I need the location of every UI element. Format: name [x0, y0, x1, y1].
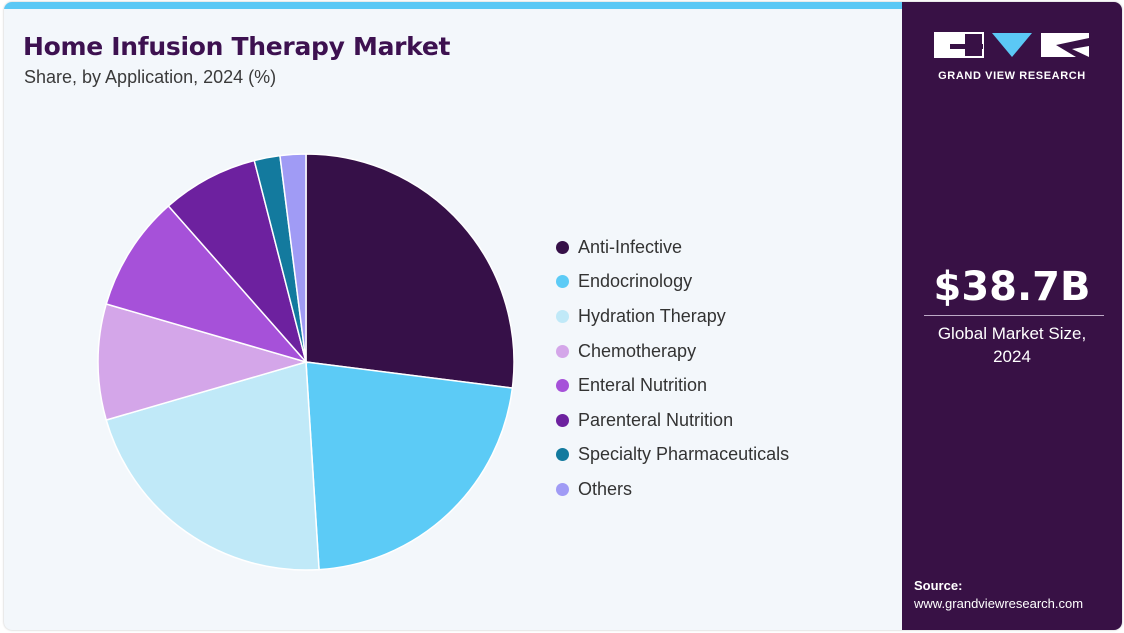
logo-text: GRAND VIEW RESEARCH: [938, 70, 1086, 82]
legend-item: Endocrinology: [556, 265, 789, 300]
legend-swatch-icon: [556, 275, 569, 289]
pie-slice-anti-infective: [305, 153, 515, 389]
source-label: Source:: [914, 578, 963, 593]
legend-label: Endocrinology: [578, 271, 693, 292]
legend-label: Others: [578, 478, 633, 499]
pie-chart: [97, 153, 515, 571]
pie-slice-hydration-therapy: [105, 361, 320, 571]
chart-card: Home Infusion Therapy Market Share, by A…: [4, 2, 1122, 630]
chart-subtitle: Share, by Application, 2024 (%): [24, 67, 277, 87]
legend-item: Anti-Infective: [556, 230, 789, 265]
divider: [924, 315, 1104, 316]
legend-label: Hydration Therapy: [578, 305, 726, 326]
legend-swatch-icon: [556, 379, 569, 393]
legend-label: Enteral Nutrition: [578, 375, 708, 396]
legend-label: Anti-Infective: [578, 236, 683, 257]
legend-item: Others: [556, 472, 789, 507]
legend-swatch-icon: [556, 240, 569, 254]
pie-slice-endocrinology: [305, 361, 514, 571]
gvr-logo-icon: GRAND VIEW RESEARCH: [934, 32, 1090, 82]
legend-swatch-icon: [556, 448, 569, 462]
market-size-caption-line2: 2024: [993, 347, 1031, 366]
legend-item: Hydration Therapy: [556, 299, 789, 334]
summary-sidebar: GRAND VIEW RESEARCH $38.7B Global Market…: [902, 2, 1122, 630]
legend-label: Parenteral Nutrition: [578, 409, 734, 430]
legend-swatch-icon: [556, 344, 569, 358]
legend-label: Specialty Pharmaceuticals: [578, 444, 790, 465]
market-size-value: $38.7B: [933, 264, 1091, 310]
source-url: www.grandviewresearch.com: [914, 596, 1084, 611]
market-size-caption-line1: Global Market Size,: [937, 324, 1087, 343]
accent-bar: [4, 2, 902, 9]
legend-swatch-icon: [556, 413, 569, 427]
pie-slice-parenteral-nutrition: [167, 159, 307, 363]
market-size-caption: Global Market Size, 2024: [902, 322, 1122, 368]
pie-slice-others: [279, 153, 307, 363]
legend-swatch-icon: [556, 309, 569, 323]
legend-item: Specialty Pharmaceuticals: [556, 438, 789, 473]
legend-item: Enteral Nutrition: [556, 368, 789, 403]
chart-title: Home Infusion Therapy Market: [23, 32, 451, 61]
legend-item: Parenteral Nutrition: [556, 403, 789, 438]
source-note: Source: www.grandviewresearch.com: [914, 577, 1083, 613]
pie-slice-chemotherapy: [97, 303, 309, 421]
legend-swatch-icon: [556, 482, 569, 496]
pie-slice-enteral-nutrition: [105, 204, 309, 364]
legend-label: Chemotherapy: [578, 340, 697, 361]
chart-legend: Anti-Infective Endocrinology Hydration The…: [556, 230, 789, 507]
legend-item: Chemotherapy: [556, 334, 789, 369]
